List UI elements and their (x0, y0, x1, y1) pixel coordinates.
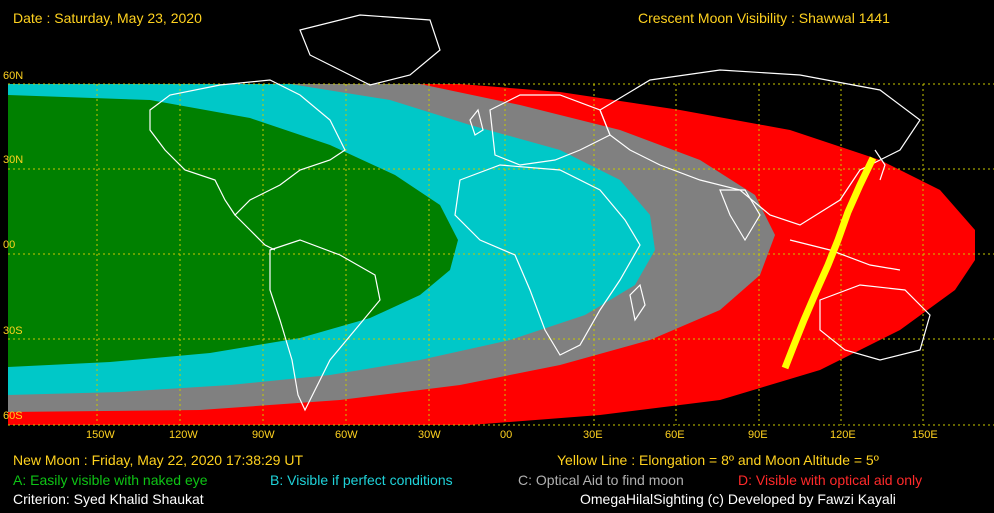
lat-label-30s: 30S (3, 325, 23, 337)
lon-label-90e: 90E (748, 429, 768, 441)
yellow-line-caption: Yellow Line : Elongation = 8º and Moon A… (557, 452, 879, 468)
lon-label-120e: 120E (830, 429, 856, 441)
lat-label-00: 00 (3, 239, 16, 251)
lon-label-00: 00 (500, 429, 513, 441)
legend-item-d: D: Visible with optical aid only (738, 472, 923, 488)
lat-label-60n: 60N (3, 70, 24, 82)
map-title: Crescent Moon Visibility : Shawwal 1441 (638, 10, 890, 26)
criterion-line: Criterion: Syed Khalid Shaukat (13, 491, 204, 507)
lon-label-30w: 30W (418, 429, 441, 441)
yellow-elongation-line (781, 156, 877, 370)
lon-label-30e: 30E (583, 429, 603, 441)
lon-label-150w: 150W (86, 429, 115, 441)
coastlines (149, 14, 931, 412)
lon-label-60w: 60W (335, 429, 358, 441)
lon-label-120w: 120W (169, 429, 198, 441)
date-line: Date : Saturday, May 23, 2020 (13, 10, 202, 26)
lon-label-150e: 150E (912, 429, 938, 441)
credit-line: OmegaHilalSighting (c) Developed by Fawz… (580, 491, 896, 507)
lat-label-30n: 30N (3, 154, 24, 166)
lon-label-90w: 90W (252, 429, 275, 441)
legend-item-c: C: Optical Aid to find moon (518, 472, 684, 488)
lon-label-60e: 60E (665, 429, 685, 441)
lat-lon-grid (8, 83, 994, 426)
legend-item-b: B: Visible if perfect conditions (270, 472, 453, 488)
legend-item-a: A: Easily visible with naked eye (13, 472, 208, 488)
lat-label-60s: 60S (3, 410, 23, 422)
new-moon-line: New Moon : Friday, May 22, 2020 17:38:29… (13, 452, 303, 468)
